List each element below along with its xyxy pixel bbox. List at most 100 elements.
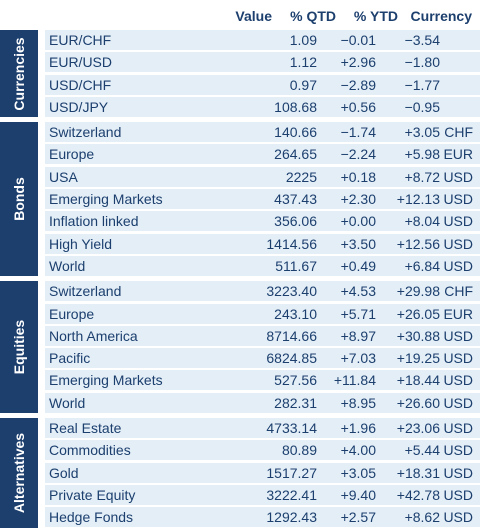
table-row: Emerging Markets 437.43 +2.30 +12.13 USD	[45, 189, 480, 210]
row-name: Hedge Fonds	[49, 509, 134, 526]
row-ytd: +26.60	[396, 394, 440, 411]
row-qtd: +0.56	[340, 98, 376, 115]
row-qtd: +4.53	[340, 283, 376, 300]
row-ytd: +12.56	[396, 235, 440, 252]
group-label: Alternatives	[11, 432, 27, 513]
row-currency: USD	[443, 420, 473, 437]
table-row: Europe 264.65 −2.24 +5.98 EUR	[45, 144, 480, 165]
row-value: 511.67	[275, 257, 317, 274]
row-currency: USD	[443, 464, 473, 481]
row-value: 4733.14	[266, 420, 317, 437]
row-ytd: +3.05	[404, 124, 440, 141]
row-qtd: −0.01	[340, 32, 376, 48]
row-qtd: +0.18	[340, 168, 376, 185]
header-currency: Currency	[410, 8, 472, 24]
row-name: USA	[49, 168, 78, 185]
row-currency: USD	[443, 372, 473, 389]
group-band: Bonds	[0, 122, 38, 277]
group-band: Equities	[0, 281, 38, 414]
row-ytd: −3.54	[404, 32, 440, 48]
row-value: 2225	[285, 168, 317, 185]
row-ytd: −1.77	[404, 76, 440, 93]
table-row: USA 2225 +0.18 +8.72 USD	[45, 166, 480, 187]
row-name: USD/JPY	[49, 98, 109, 115]
row-ytd: +30.88	[396, 327, 440, 344]
row-ytd: +8.72	[404, 168, 440, 185]
row-value: 140.66	[274, 124, 317, 141]
row-qtd: +2.96	[340, 54, 376, 71]
row-value: 108.68	[274, 98, 317, 115]
row-qtd: +3.05	[340, 464, 376, 481]
row-ytd: +5.44	[404, 442, 440, 459]
row-currency: USD	[443, 327, 473, 344]
row-currency: CHF	[444, 124, 473, 141]
row-currency: USD	[443, 191, 473, 208]
row-ytd: +29.98	[396, 283, 440, 300]
group-bonds: Bonds Switzerland 140.66 −1.74 +3.05 CHF Europ…	[0, 122, 480, 277]
row-ytd: +18.44	[396, 372, 440, 389]
row-value: 1517.27	[266, 464, 317, 481]
row-name: EUR/USD	[49, 54, 113, 71]
table-row: EUR/CHF 1.09 −0.01 −3.54	[45, 30, 480, 50]
header-ytd: % YTD	[353, 8, 398, 24]
table-header: Value % QTD % YTD Currency	[0, 0, 480, 30]
row-qtd: +2.57	[340, 509, 376, 526]
row-currency: USD	[443, 213, 473, 230]
row-name: World	[49, 257, 86, 274]
row-name: Switzerland	[49, 124, 122, 141]
row-value: 80.89	[281, 442, 317, 459]
table-row: Real Estate 4733.14 +1.96 +23.06 USD	[45, 418, 480, 439]
row-ytd: −0.95	[404, 98, 440, 115]
row-currency: USD	[443, 257, 473, 274]
row-qtd: −2.89	[340, 76, 376, 93]
row-name: EUR/CHF	[49, 32, 112, 48]
row-ytd: +12.13	[396, 191, 440, 208]
table-row: USD/CHF 0.97 −2.89 −1.77	[45, 74, 480, 95]
row-qtd: +7.03	[340, 350, 376, 367]
row-name: Europe	[49, 146, 95, 163]
row-qtd: +11.84	[333, 372, 376, 389]
row-name: Inflation linked	[49, 213, 139, 230]
row-value: 243.10	[274, 305, 317, 322]
row-name: Emerging Markets	[49, 191, 163, 208]
row-ytd: −1.80	[404, 54, 440, 71]
row-name: Emerging Markets	[49, 372, 163, 389]
group-currencies: Currencies EUR/CHF 1.09 −0.01 −3.54 EUR/USD 1.…	[0, 30, 480, 118]
row-name: Pacific	[49, 350, 91, 367]
row-name: Real Estate	[49, 420, 122, 437]
row-value: 1414.56	[266, 235, 317, 252]
row-qtd: +8.97	[340, 327, 376, 344]
table-row: Pacific 6824.85 +7.03 +19.25 USD	[45, 348, 480, 369]
row-qtd: +0.49	[340, 257, 376, 274]
row-ytd: +19.25	[396, 350, 440, 367]
row-currency: USD	[443, 235, 473, 252]
row-ytd: +8.04	[404, 213, 440, 230]
row-ytd: +42.78	[396, 486, 440, 503]
group-label: Currencies	[11, 37, 27, 111]
row-ytd: +5.98	[404, 146, 440, 163]
row-name: USD/CHF	[49, 76, 112, 93]
row-value: 1.12	[289, 54, 317, 71]
row-value: 264.65	[274, 146, 317, 163]
row-currency: USD	[443, 442, 473, 459]
table-row: Emerging Markets 527.56 +11.84 +18.44 USD	[45, 370, 480, 391]
row-ytd: +23.06	[396, 420, 440, 437]
row-qtd: +9.40	[340, 486, 376, 503]
row-qtd: +8.95	[340, 394, 376, 411]
group-alternatives: Alternatives Real Estate 4733.14 +1.96 +23.0…	[0, 418, 480, 528]
row-currency: USD	[443, 394, 473, 411]
row-value: 8714.66	[266, 327, 317, 344]
row-value: 437.43	[274, 191, 317, 208]
table-row: World 511.67 +0.49 +6.84 USD	[45, 255, 480, 276]
group-band: Alternatives	[0, 418, 38, 528]
table-row: World 282.31 +8.95 +26.60 USD	[45, 392, 480, 413]
row-currency: USD	[443, 168, 473, 185]
header-qtd: % QTD	[290, 8, 336, 24]
table-row: Inflation linked 356.06 +0.00 +8.04 USD	[45, 211, 480, 232]
row-value: 356.06	[274, 213, 317, 230]
row-qtd: +2.30	[340, 191, 376, 208]
table-row: North America 8714.66 +8.97 +30.88 USD	[45, 325, 480, 346]
row-value: 6824.85	[266, 350, 317, 367]
row-value: 3223.40	[266, 283, 317, 300]
